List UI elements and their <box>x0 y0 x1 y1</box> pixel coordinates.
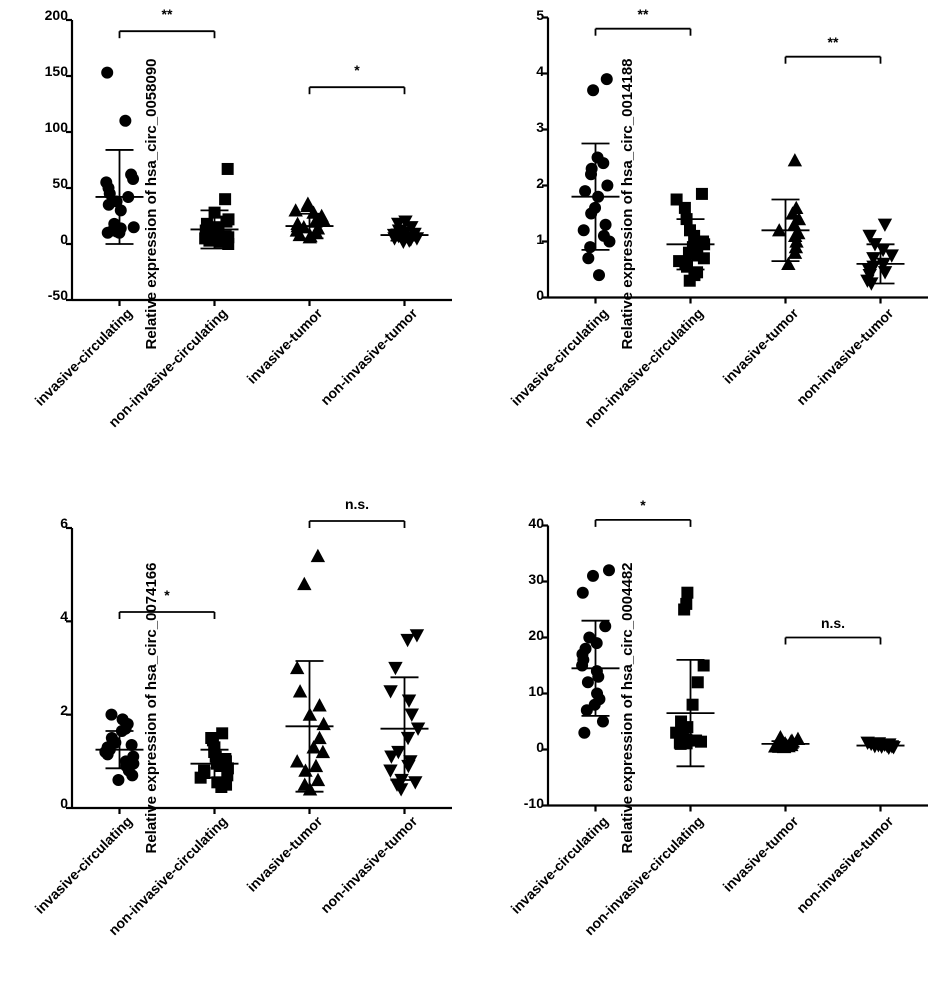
significance-label: n.s. <box>821 615 845 631</box>
y-tick-label: 200 <box>45 7 68 23</box>
y-tick-label: -50 <box>48 287 68 303</box>
y-axis-label: Relative expression of hsa_circ_0004482 <box>619 562 636 853</box>
y-tick-label: 2 <box>536 175 544 191</box>
panel-0058090: -50050100150200invasive-circulatingnon-i… <box>10 5 466 503</box>
y-tick-label: 10 <box>528 683 544 699</box>
y-tick-label: 2 <box>60 702 68 718</box>
y-tick-label: 20 <box>528 627 544 643</box>
scatter-plot <box>486 513 942 1000</box>
panel-0074166: 0246invasive-circulatingnon-invasive-cir… <box>10 513 466 1000</box>
significance-label: ** <box>162 6 173 22</box>
y-tick-label: 0 <box>536 287 544 303</box>
y-tick-label: 1 <box>536 231 544 247</box>
y-tick-label: 3 <box>536 119 544 135</box>
y-tick-label: 150 <box>45 63 68 79</box>
y-tick-label: 5 <box>536 7 544 23</box>
panel-0004482: -10010203040invasive-circulatingnon-inva… <box>486 513 942 1000</box>
y-tick-label: 4 <box>536 63 544 79</box>
scatter-plot <box>10 513 466 1000</box>
y-tick-label: -10 <box>524 795 544 811</box>
significance-label: ** <box>828 34 839 50</box>
scatter-plot <box>10 5 466 503</box>
y-axis-label: Relative expression of hsa_circ_0074166 <box>143 562 160 853</box>
y-tick-label: 6 <box>60 515 68 531</box>
significance-label: * <box>354 62 359 78</box>
significance-label: n.s. <box>345 496 369 512</box>
scatter-plot <box>486 5 942 503</box>
significance-label: ** <box>638 6 649 22</box>
y-tick-label: 0 <box>60 231 68 247</box>
y-tick-label: 4 <box>60 608 68 624</box>
y-tick-label: 30 <box>528 571 544 587</box>
y-tick-label: 0 <box>536 739 544 755</box>
y-tick-label: 40 <box>528 515 544 531</box>
panel-0014188: 012345invasive-circulatingnon-invasive-c… <box>486 5 942 503</box>
y-tick-label: 100 <box>45 119 68 135</box>
figure-grid: -50050100150200invasive-circulatingnon-i… <box>0 0 952 1000</box>
y-axis-label: Relative expression of hsa_circ_0014188 <box>619 59 636 350</box>
y-tick-label: 0 <box>60 795 68 811</box>
significance-label: * <box>640 497 645 513</box>
significance-label: * <box>164 587 169 603</box>
y-axis-label: Relative expression of hsa_circ_0058090 <box>143 59 160 350</box>
y-tick-label: 50 <box>52 175 68 191</box>
